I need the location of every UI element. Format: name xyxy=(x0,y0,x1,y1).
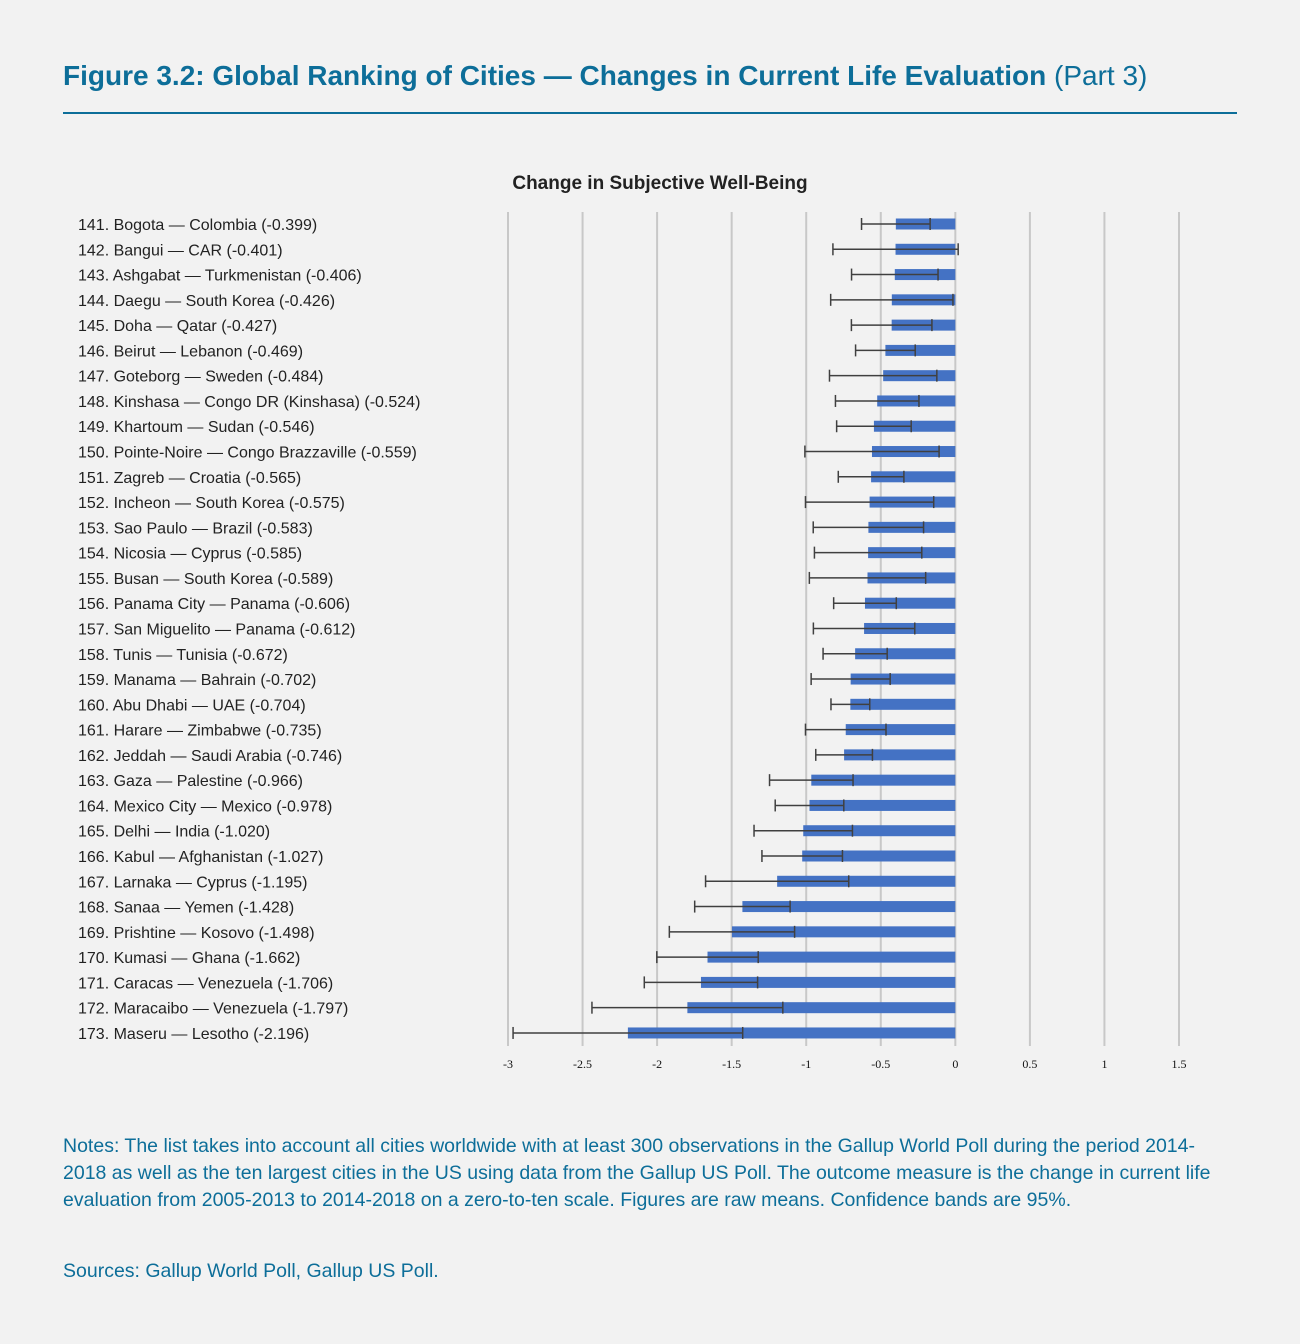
bar xyxy=(855,648,956,660)
category-label: 159. Manama — Bahrain (-0.702) xyxy=(78,672,316,689)
bar xyxy=(742,901,956,913)
figure-title: Figure 3.2: Global Ranking of Cities — C… xyxy=(63,60,1147,92)
category-label: 167. Larnaka — Cyprus (-1.195) xyxy=(78,874,307,891)
bar xyxy=(802,850,956,862)
bar xyxy=(873,420,956,432)
bar xyxy=(871,471,956,483)
category-label: 143. Ashgabat — Turkmenistan (-0.406) xyxy=(78,268,362,285)
category-label: 161. Harare — Zimbabwe (-0.735) xyxy=(78,723,322,740)
category-label: 153. Sao Paulo — Brazil (-0.583) xyxy=(78,520,313,537)
x-tick-label: -3 xyxy=(503,1057,513,1071)
bar xyxy=(850,698,956,710)
category-label: 142. Bangui — CAR (-0.401) xyxy=(78,242,283,259)
category-label: 173. Maseru — Lesotho (-2.196) xyxy=(78,1026,309,1043)
bar xyxy=(777,875,956,887)
category-label: 154. Nicosia — Cyprus (-0.585) xyxy=(78,546,302,563)
category-label: 164. Mexico City — Mexico (-0.978) xyxy=(78,798,332,815)
x-tick-label: -2.5 xyxy=(573,1057,592,1071)
bar xyxy=(809,799,956,811)
category-label: 151. Zagreb — Croatia (-0.565) xyxy=(78,470,301,487)
bar xyxy=(811,774,956,786)
category-label: 170. Kumasi — Ghana (-1.662) xyxy=(78,950,300,967)
category-label: 155. Busan — South Korea (-0.589) xyxy=(78,571,333,588)
category-label: 149. Khartoum — Sudan (-0.546) xyxy=(78,419,315,436)
category-label: 156. Panama City — Panama (-0.606) xyxy=(78,596,350,613)
title-divider xyxy=(63,112,1237,114)
x-tick-label: -2 xyxy=(652,1057,662,1071)
category-label: 146. Beirut — Lebanon (-0.469) xyxy=(78,343,303,360)
notes: Notes: The list takes into account all c… xyxy=(63,1135,1211,1211)
bar xyxy=(627,1027,956,1039)
category-label: 150. Pointe-Noire — Congo Brazzaville (-… xyxy=(78,445,417,462)
bar xyxy=(707,951,956,963)
category-label: 162. Jeddah — Saudi Arabia (-0.746) xyxy=(78,748,342,765)
category-label: 152. Incheon — South Korea (-0.575) xyxy=(78,495,345,512)
category-label: 147. Goteborg — Sweden (-0.484) xyxy=(78,369,323,386)
bar xyxy=(864,597,956,609)
figure-title-suffix: (Part 3) xyxy=(1054,60,1148,91)
chart-title: Change in Subjective Well-Being xyxy=(512,173,807,194)
category-label: 168. Sanaa — Yemen (-1.428) xyxy=(78,900,294,917)
bar-chart: Change in Subjective Well-Being 141. Bog… xyxy=(78,173,1187,1071)
x-tick-label: -0.5 xyxy=(871,1057,890,1071)
category-label: 141. Bogota — Colombia (-0.399) xyxy=(78,217,317,234)
x-tick-label: -1 xyxy=(801,1057,811,1071)
x-tick-label: 0.5 xyxy=(1022,1057,1037,1071)
category-label: 165. Delhi — India (-1.020) xyxy=(78,824,270,841)
category-label: 166. Kabul — Afghanistan (-1.027) xyxy=(78,849,324,866)
bar xyxy=(885,344,956,356)
bar xyxy=(700,976,956,988)
figure-title-main: Figure 3.2: Global Ranking of Cities — C… xyxy=(63,60,1047,91)
bar xyxy=(850,673,956,685)
category-label: 172. Maracaibo — Venezuela (-1.797) xyxy=(78,1001,348,1018)
category-label: 171. Caracas — Venezuela (-1.706) xyxy=(78,975,333,992)
category-label: 158. Tunis — Tunisia (-0.672) xyxy=(78,647,288,664)
category-label: 157. San Miguelito — Panama (-0.612) xyxy=(78,621,355,638)
bar xyxy=(687,1002,956,1014)
bar xyxy=(844,749,956,761)
x-tick-label: -1.5 xyxy=(722,1057,741,1071)
bar xyxy=(731,926,956,938)
x-tick-label: 1.5 xyxy=(1172,1057,1187,1071)
category-label: 163. Gaza — Palestine (-0.966) xyxy=(78,773,303,790)
category-label: 169. Prishtine — Kosovo (-1.498) xyxy=(78,925,315,942)
category-label: 148. Kinshasa — Congo DR (Kinshasa) (-0.… xyxy=(78,394,420,411)
x-tick-label: 1 xyxy=(1101,1057,1107,1071)
bar xyxy=(845,724,956,736)
bar xyxy=(803,825,956,837)
category-label: 144. Daegu — South Korea (-0.426) xyxy=(78,293,335,310)
sources: Sources: Gallup World Poll, Gallup US Po… xyxy=(63,1260,439,1282)
category-label: 160. Abu Dhabi — UAE (-0.704) xyxy=(78,697,306,714)
category-label: 145. Doha — Qatar (-0.427) xyxy=(78,318,277,335)
x-tick-label: 0 xyxy=(952,1057,958,1071)
